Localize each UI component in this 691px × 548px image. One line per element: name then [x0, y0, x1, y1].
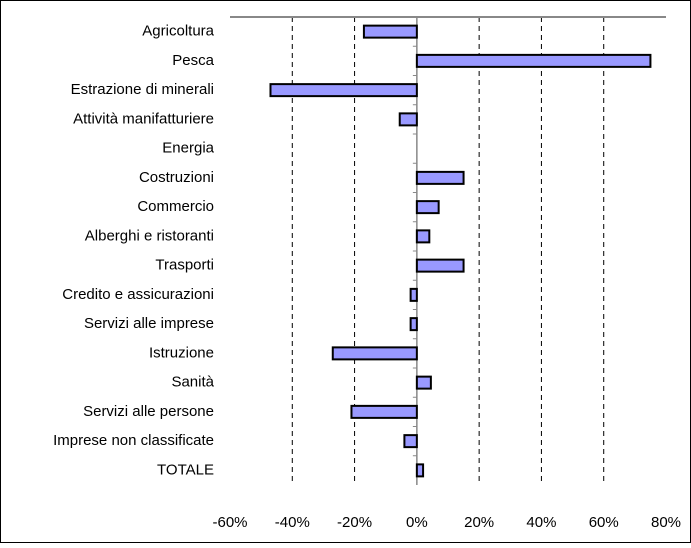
y-tick-label: Trasporti — [155, 257, 214, 274]
y-tick-label: Attività manifatturiere — [73, 110, 214, 127]
y-tick-label: Commercio — [137, 198, 214, 215]
bar — [409, 317, 418, 332]
y-tick-label: TOTALE — [157, 461, 214, 478]
x-tick-label: 40% — [526, 514, 556, 531]
y-tick-label: Servizi alle persone — [83, 403, 214, 420]
bar — [415, 375, 432, 390]
y-tick-label: Istruzione — [149, 344, 214, 361]
bar — [331, 346, 418, 361]
x-tick-label: 0% — [406, 514, 428, 531]
bar — [415, 258, 465, 273]
y-tick-label: Pesca — [172, 52, 214, 69]
y-tick-label: Costruzioni — [139, 169, 214, 186]
bar — [398, 112, 418, 127]
bar — [415, 463, 425, 478]
bar — [415, 170, 465, 185]
x-tick-label: -20% — [337, 514, 372, 531]
y-tick-label: Credito e assicurazioni — [62, 286, 214, 303]
x-tick-label: 20% — [464, 514, 494, 531]
y-tick-label: Alberghi e ristoranti — [85, 227, 214, 244]
x-tick-label: -40% — [275, 514, 310, 531]
bar — [409, 287, 418, 302]
bar — [350, 404, 418, 419]
bar — [415, 229, 431, 244]
bar — [269, 83, 418, 98]
x-tick-label: -60% — [212, 514, 247, 531]
bar — [415, 53, 652, 68]
bar — [362, 24, 418, 39]
bar — [415, 200, 440, 215]
y-tick-label: Estrazione di minerali — [71, 81, 214, 98]
x-tick-label: 60% — [589, 514, 619, 531]
y-tick-label: Energia — [162, 140, 214, 157]
y-tick-label: Servizi alle imprese — [84, 315, 214, 332]
bar — [403, 434, 418, 449]
x-tick-label: 80% — [651, 514, 681, 531]
y-tick-label: Sanità — [171, 374, 214, 391]
y-tick-label: Imprese non classificate — [53, 432, 214, 449]
y-tick-label: Agricoltura — [142, 23, 214, 40]
